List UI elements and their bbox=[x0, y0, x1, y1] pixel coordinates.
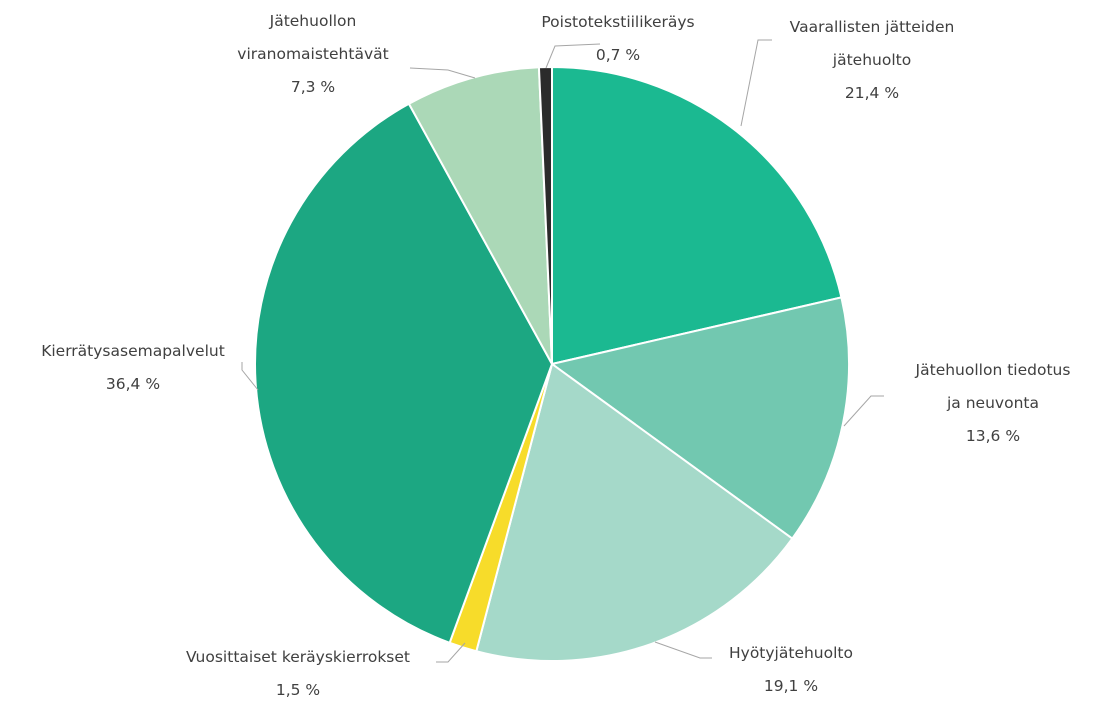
slice-value-label: 36,4 % bbox=[106, 375, 160, 393]
slice-name-line: Vaarallisten jätteiden bbox=[790, 18, 955, 36]
slice-name-line: ja neuvonta bbox=[946, 394, 1039, 412]
slice-name-line: Jätehuollon bbox=[269, 12, 357, 30]
slice-label-vaarallisten-jatteiden-jatehuolto: Vaarallisten jätteiden jätehuolto 21,4 % bbox=[790, 18, 955, 102]
slice-value-label: 19,1 % bbox=[764, 677, 818, 695]
pie-slice-poistotekstiilikerays bbox=[537, 65, 553, 365]
slice-label-vuosittaiset-kerayskierrokset: Vuosittaiset keräyskierrokset 1,5 % bbox=[186, 648, 410, 699]
slice-value-label: 7,3 % bbox=[291, 78, 335, 96]
slice-labels: Vaarallisten jätteiden jätehuolto 21,4 % Jä… bbox=[41, 12, 1070, 699]
leader-line-hyotyjatehuolto bbox=[654, 641, 712, 659]
pie-slice-hyotyjatehuolto bbox=[475, 362, 794, 662]
slice-label-jatehuollon-tiedotus-ja-neuvonta: Jätehuollon tiedotus ja neuvonta 13,6 % bbox=[915, 361, 1071, 445]
pie-slice-kierratysasemapalvelut bbox=[254, 102, 554, 645]
pie-slices bbox=[254, 65, 850, 662]
slice-name-line: viranomaistehtävät bbox=[237, 45, 388, 63]
slice-value-label: 21,4 % bbox=[845, 84, 899, 102]
slice-name-line: Vuosittaiset keräyskierrokset bbox=[186, 648, 410, 666]
pie-slice-jatehuollon-tiedotus-ja-neuvonta bbox=[549, 296, 850, 540]
slice-label-hyotyjatehuolto: Hyötyjätehuolto 19,1 % bbox=[729, 644, 853, 695]
slice-label-poistotekstiilikerays: Poistotekstiilikeräys 0,7 % bbox=[541, 13, 694, 64]
leader-line-poistotekstiilikerays bbox=[545, 43, 601, 69]
leader-lines bbox=[241, 39, 884, 663]
slice-name-line: jätehuolto bbox=[832, 51, 911, 69]
leader-line-vaarallisten-jatteiden-jatehuolto bbox=[740, 39, 772, 127]
slice-name-line: Jätehuollon tiedotus bbox=[915, 361, 1071, 379]
leader-line-vuosittaiset-kerayskierrokset bbox=[436, 642, 466, 663]
leader-line-jatehuollon-viranomaistehtavat bbox=[409, 67, 476, 79]
slice-value-label: 1,5 % bbox=[276, 681, 320, 699]
pie-slice-jatehuollon-viranomaistehtavat bbox=[407, 66, 553, 365]
slice-label-kierratysasemapalvelut: Kierrätysasemapalvelut 36,4 % bbox=[41, 342, 225, 393]
slice-label-jatehuollon-viranomaistehtavat: Jätehuollon viranomaistehtävät 7,3 % bbox=[237, 12, 388, 96]
slice-value-label: 13,6 % bbox=[966, 427, 1020, 445]
slice-value-label: 0,7 % bbox=[596, 46, 640, 64]
slice-name-line: Kierrätysasemapalvelut bbox=[41, 342, 225, 360]
slice-name-line: Hyötyjätehuolto bbox=[729, 644, 853, 662]
pie-slice-vaarallisten-jatteiden-jatehuolto bbox=[551, 65, 843, 366]
slice-name-line: Poistotekstiilikeräys bbox=[541, 13, 694, 31]
leader-line-kierratysasemapalvelut bbox=[241, 362, 259, 391]
leader-line-jatehuollon-tiedotus-ja-neuvonta bbox=[843, 395, 884, 427]
